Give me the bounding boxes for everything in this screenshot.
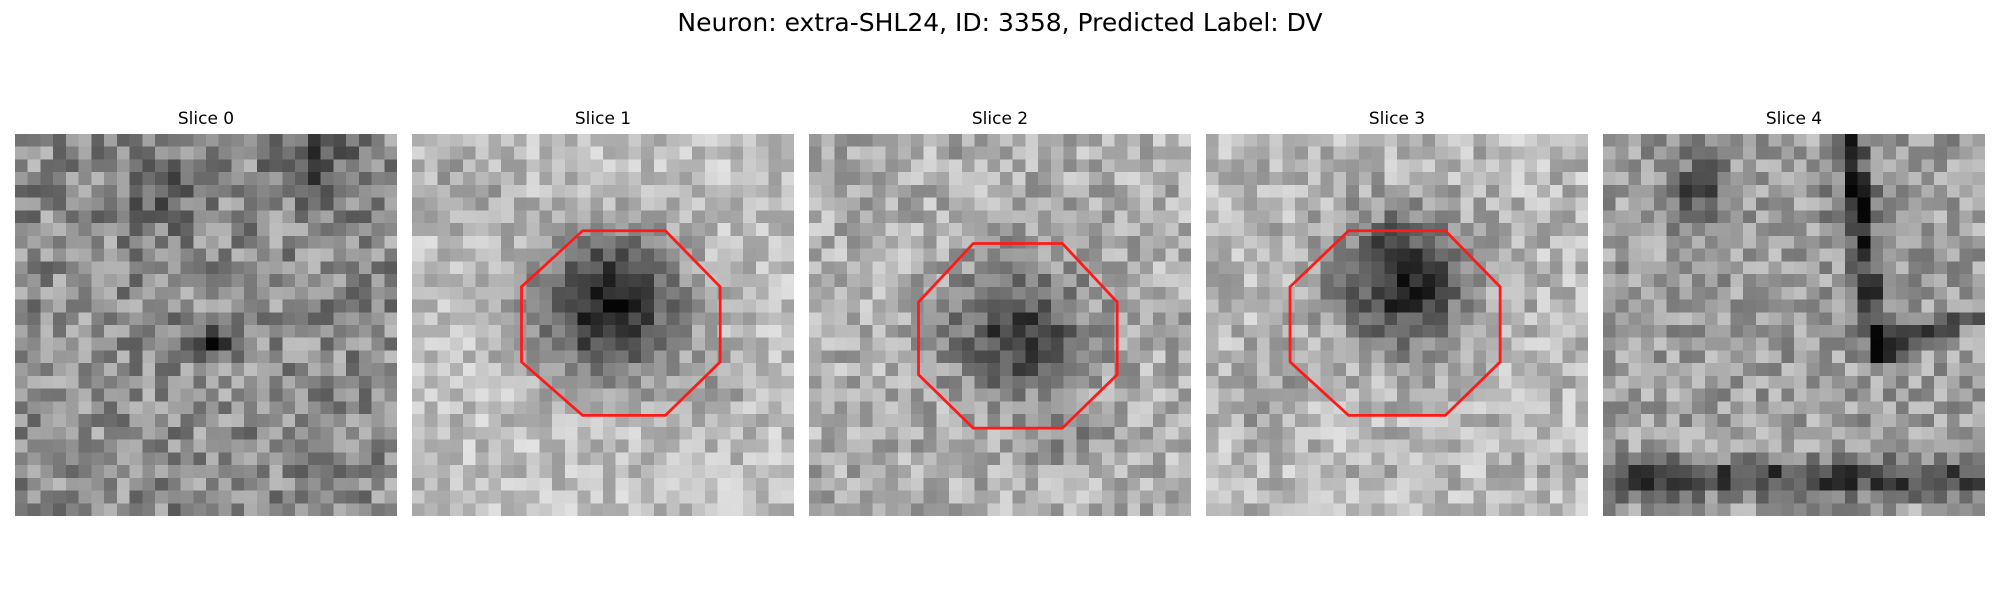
slice-image-2 — [809, 134, 1191, 516]
slice-panel-3: Slice 3 — [1206, 108, 1588, 520]
roi-octagon-3 — [1288, 229, 1502, 417]
slice-image-0 — [15, 134, 397, 516]
roi-octagon-1 — [520, 229, 722, 417]
slice-title-4: Slice 4 — [1765, 109, 1823, 129]
roi-octagon-2 — [917, 242, 1119, 430]
slice-panel-0: Slice 0 — [15, 108, 397, 520]
slice-image-1 — [412, 134, 794, 516]
slice-title-0: Slice 0 — [177, 109, 235, 129]
slice-title-3: Slice 3 — [1368, 109, 1426, 129]
slice-title-2: Slice 2 — [971, 109, 1029, 129]
slice-panel-4: Slice 4 — [1603, 108, 1985, 520]
slice-image-3 — [1206, 134, 1588, 516]
slice-title-1: Slice 1 — [574, 109, 632, 129]
slice-panel-1: Slice 1 — [412, 108, 794, 520]
figure-title: Neuron: extra-SHL24, ID: 3358, Predicted… — [677, 8, 1323, 37]
slice-panel-2: Slice 2 — [809, 108, 1191, 520]
slice-image-4 — [1603, 134, 1985, 516]
